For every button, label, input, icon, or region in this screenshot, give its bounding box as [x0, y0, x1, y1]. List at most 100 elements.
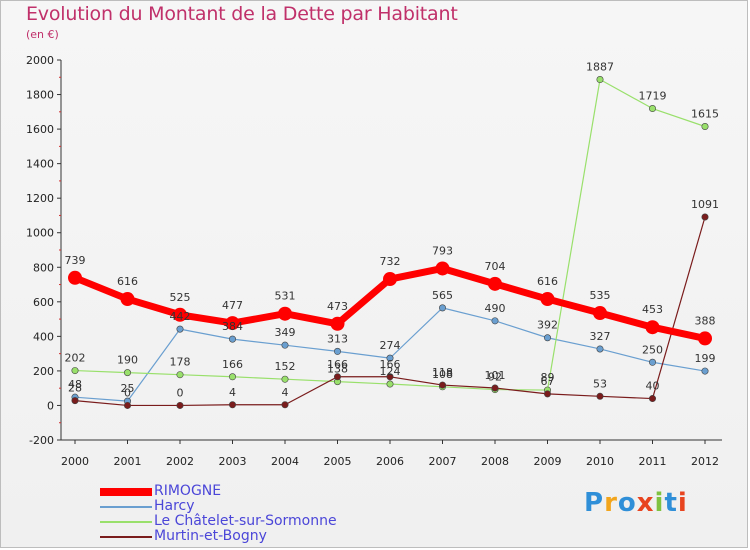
data-label: 1887 — [586, 61, 614, 74]
legend-swatch — [100, 506, 152, 508]
data-label: 349 — [275, 326, 296, 339]
data-point — [488, 276, 502, 291]
data-label: 118 — [432, 366, 453, 379]
data-point — [225, 316, 240, 331]
data-label: 202 — [65, 352, 86, 365]
x-tick-label: 2002 — [166, 455, 194, 468]
data-label: 388 — [695, 314, 716, 327]
data-label: 48 — [68, 378, 82, 391]
data-label: 25 — [121, 382, 135, 395]
data-point — [120, 292, 135, 307]
data-point — [540, 292, 555, 307]
data-label: 108 — [432, 368, 453, 381]
data-label: 384 — [222, 320, 243, 333]
data-label: 1615 — [691, 108, 719, 121]
legend-label: Harcy — [154, 498, 195, 514]
data-label: 166 — [327, 358, 348, 371]
y-tick-label: 1000 — [26, 227, 54, 240]
legend-label: Le Châtelet-sur-Sormonne — [154, 513, 337, 529]
data-point — [645, 320, 660, 335]
data-point — [701, 213, 709, 221]
x-tick-label: 2008 — [481, 455, 509, 468]
data-point — [596, 345, 604, 353]
data-point — [596, 392, 604, 400]
data-point — [124, 401, 132, 409]
data-point — [648, 395, 656, 403]
data-label: 535 — [590, 289, 611, 302]
y-tick-label: 1200 — [26, 192, 54, 205]
data-point — [698, 331, 712, 346]
legend-label: RIMOGNE — [154, 483, 222, 499]
data-label: 250 — [642, 343, 663, 356]
data-label: 392 — [537, 319, 558, 332]
logo-letter: r — [604, 488, 618, 518]
data-label: 138 — [327, 363, 348, 376]
data-label: 616 — [117, 275, 138, 288]
data-label: 92 — [488, 371, 502, 384]
x-tick-label: 2012 — [691, 455, 719, 468]
data-label: 28 — [68, 382, 82, 395]
data-label: 4 — [282, 386, 289, 399]
data-point — [333, 373, 341, 381]
logo-letter: o — [617, 488, 637, 518]
data-label: 327 — [590, 330, 611, 343]
y-tick-label: 2000 — [26, 54, 54, 67]
data-point — [229, 335, 237, 343]
data-point — [701, 123, 709, 131]
data-label: 53 — [593, 377, 607, 390]
data-point — [648, 358, 656, 366]
data-point — [593, 306, 607, 321]
data-label: 0 — [177, 386, 184, 399]
data-label: 1719 — [639, 90, 667, 103]
x-tick-label: 2005 — [324, 455, 352, 468]
data-label: 525 — [170, 291, 191, 304]
x-tick-label: 2000 — [61, 455, 89, 468]
data-label: 166 — [222, 358, 243, 371]
y-tick-label: 800 — [33, 261, 54, 274]
data-point — [543, 390, 551, 398]
data-point — [596, 76, 604, 84]
data-label: 152 — [275, 360, 296, 373]
legend-swatch — [100, 521, 152, 523]
chart-title: Evolution du Montant de la Dette par Hab… — [26, 3, 458, 25]
x-tick-label: 2007 — [429, 455, 457, 468]
proxiti-logo: Proxiti — [584, 488, 688, 518]
data-point — [229, 401, 237, 409]
chart-subtitle: (en €) — [26, 28, 59, 41]
data-point — [330, 316, 345, 331]
data-label: 190 — [117, 354, 138, 367]
y-tick-label: 400 — [33, 330, 54, 343]
logo-letter: x — [636, 488, 655, 518]
data-label: 40 — [646, 380, 660, 393]
data-point — [71, 397, 79, 405]
data-point — [176, 371, 184, 379]
data-point — [173, 307, 187, 322]
data-label: 67 — [541, 375, 555, 388]
data-label: 453 — [642, 303, 663, 316]
data-point — [71, 367, 79, 375]
logo-letter: t — [664, 488, 678, 518]
data-point — [438, 381, 446, 389]
logo-letter: i — [677, 488, 688, 518]
data-label: 477 — [222, 299, 243, 312]
data-point — [281, 401, 289, 409]
data-point — [68, 270, 82, 285]
legend-label: Murtin-et-Bogny — [154, 528, 267, 544]
x-tick-label: 2001 — [114, 455, 142, 468]
y-tick-label: 1600 — [26, 123, 54, 136]
data-label: 793 — [432, 244, 453, 257]
y-tick-label: 0 — [47, 399, 54, 412]
data-point — [435, 261, 450, 276]
data-point — [333, 347, 341, 355]
data-label: 124 — [380, 365, 401, 378]
data-label: 274 — [380, 339, 401, 352]
data-point — [386, 373, 394, 381]
y-tick-label: 1800 — [26, 89, 54, 102]
y-tick-label: -200 — [29, 434, 54, 447]
data-label: 565 — [432, 289, 453, 302]
legend-swatch — [100, 536, 152, 538]
x-tick-label: 2009 — [534, 455, 562, 468]
data-point — [386, 380, 394, 388]
x-tick-label: 2010 — [586, 455, 614, 468]
